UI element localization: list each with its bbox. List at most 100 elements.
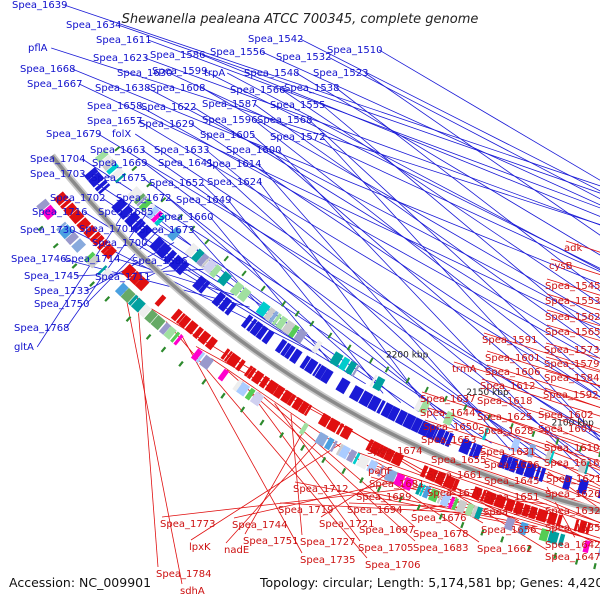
gc-mark xyxy=(438,513,444,520)
reverse-gene-label: Spea_1625 xyxy=(477,412,532,423)
forward-gene xyxy=(458,438,473,455)
gc-mark xyxy=(260,285,266,292)
forward-gene xyxy=(431,426,440,441)
forward-leader-line xyxy=(209,216,332,364)
forward-gene xyxy=(444,432,454,448)
gc-mark xyxy=(368,357,374,364)
forward-gene-label: Spea_1624 xyxy=(207,177,262,188)
reverse-leader-line xyxy=(242,381,361,542)
cog-feature xyxy=(106,162,120,175)
gc-mark xyxy=(398,496,403,503)
forward-gene-label: Spea_1660 xyxy=(158,212,213,223)
forward-gene xyxy=(515,459,527,476)
reverse-gene xyxy=(184,320,199,335)
gc-mark xyxy=(146,181,152,188)
cog-feature xyxy=(275,315,289,331)
reverse-gene-label: nadE xyxy=(224,545,249,556)
reverse-gene-label: Spea_1601 xyxy=(485,353,540,364)
cog-feature xyxy=(36,198,50,212)
reverse-leader-line xyxy=(545,455,600,487)
reverse-gene-label: panF xyxy=(368,466,393,477)
cog-feature xyxy=(198,354,214,370)
forward-gene-label: Spea_1587 xyxy=(202,99,257,110)
forward-gene-label: Spea_1702 xyxy=(50,193,105,204)
forward-leader-line xyxy=(134,133,600,441)
reverse-gene xyxy=(280,389,294,404)
forward-leader-line xyxy=(139,105,600,363)
forward-leader-line xyxy=(36,199,133,348)
forward-leader-line xyxy=(227,199,384,394)
reverse-gene xyxy=(493,494,507,510)
reverse-leader-line xyxy=(421,391,600,450)
reverse-gene xyxy=(121,263,137,279)
gc-mark xyxy=(52,242,59,249)
cog-feature xyxy=(538,528,550,542)
forward-gene-label: Spea_1566 xyxy=(230,85,285,96)
forward-gene xyxy=(348,385,365,403)
cog-feature xyxy=(127,294,139,306)
reverse-gene-label: Spea_1727 xyxy=(300,537,355,548)
reverse-gene xyxy=(92,234,105,247)
reverse-gene xyxy=(512,501,525,515)
forward-gene xyxy=(211,291,226,307)
forward-gene-label: Spea_1685 xyxy=(98,207,153,218)
forward-leader-line xyxy=(97,133,600,437)
gc-mark xyxy=(239,406,246,413)
forward-gene-label: Spea_1611 xyxy=(96,35,151,46)
forward-gene-label: Spea_1700 xyxy=(92,238,147,249)
forward-leader-line xyxy=(51,47,600,226)
forward-gene-label: Spea_1679 xyxy=(46,129,101,140)
cog-feature xyxy=(263,307,276,321)
reverse-gene xyxy=(442,474,456,490)
gc-mark xyxy=(259,419,265,426)
backbone-line xyxy=(50,154,600,513)
forward-leader-line xyxy=(147,87,600,326)
reverse-gene xyxy=(451,478,460,492)
cog-feature xyxy=(427,488,441,503)
forward-gene-label: Spea_1608 xyxy=(150,83,205,94)
forward-gene xyxy=(283,345,296,360)
gc-mark xyxy=(527,544,531,552)
cog-feature xyxy=(99,154,112,167)
reverse-gene-label: Spea_1773 xyxy=(160,519,215,530)
forward-gene xyxy=(111,197,128,214)
reverse-gene xyxy=(170,308,183,322)
forward-leader-line xyxy=(72,68,600,285)
reverse-gene xyxy=(272,384,286,399)
reverse-gene-label: Spea_1647 xyxy=(545,552,600,563)
forward-gene-label: Spea_1532 xyxy=(276,52,331,63)
forward-gene-label: Spea_1641 xyxy=(158,158,213,169)
forward-gene xyxy=(163,249,178,264)
reverse-leader-line xyxy=(320,469,394,518)
cog-feature xyxy=(597,546,600,557)
gc-mark xyxy=(280,300,287,307)
cog-feature xyxy=(196,253,209,267)
forward-leader-line xyxy=(64,4,600,187)
forward-gene xyxy=(84,167,99,181)
forward-gene-label: Spea_1730 xyxy=(20,225,75,236)
reverse-gene-label: Spea_1618 xyxy=(477,396,532,407)
reverse-leader-line xyxy=(122,282,183,585)
reverse-leader-line xyxy=(481,378,600,417)
gc-mark xyxy=(500,536,505,543)
forward-gene-label: Spea_1711 xyxy=(95,272,150,283)
reverse-gene xyxy=(197,330,212,345)
reverse-gene xyxy=(53,191,69,206)
forward-gene-label: trpA xyxy=(204,68,225,79)
reverse-gene xyxy=(264,379,280,395)
cog-feature xyxy=(548,450,555,464)
cog-feature xyxy=(154,213,167,227)
reverse-gene-label: Spea_1592 xyxy=(543,390,598,401)
forward-gene xyxy=(261,329,275,345)
forward-gene-label: Spea_1649 xyxy=(176,195,231,206)
forward-gene xyxy=(410,417,424,434)
cog-feature xyxy=(110,167,125,181)
forward-gene xyxy=(434,428,446,444)
gc-mark xyxy=(443,395,448,402)
forward-gene-label: Spea_1542 xyxy=(248,34,303,45)
reverse-gene-label: Spea_1674 xyxy=(367,446,422,457)
reverse-gene-label: Spea_1656 xyxy=(481,525,536,536)
cog-feature xyxy=(383,468,398,484)
reverse-leader-line xyxy=(422,432,600,492)
gc-mark xyxy=(460,521,465,529)
